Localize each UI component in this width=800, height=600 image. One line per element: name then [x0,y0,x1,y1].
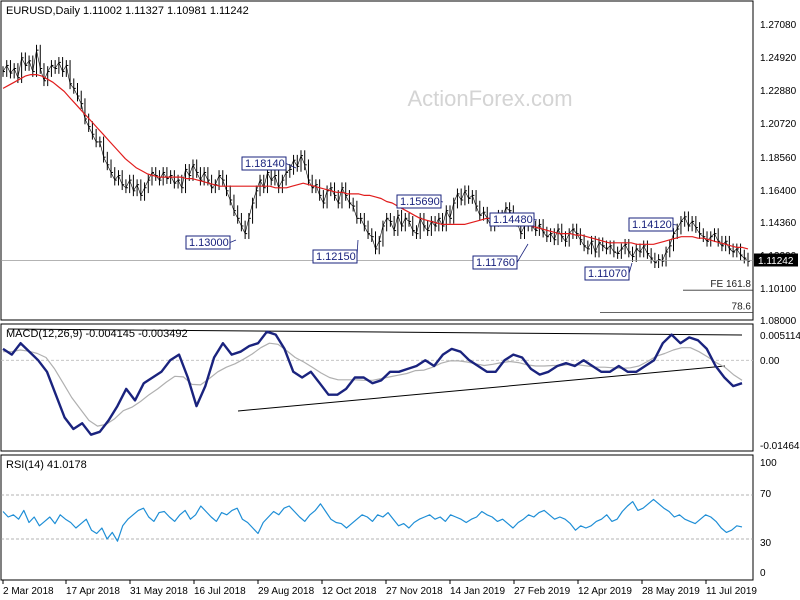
x-tick-label: 14 Jan 2019 [450,586,505,597]
rsi-y-axis: 100 70 30 0 [760,458,777,579]
y-tick-label: 70 [760,489,772,500]
x-tick-label: 27 Feb 2019 [514,586,571,597]
y-tick-label: 1.18560 [760,153,797,164]
y-tick-label: 1.24920 [760,53,797,64]
swing-label-box [584,266,630,281]
x-tick-label: 12 Oct 2018 [322,586,377,597]
macd-chart [1,328,753,436]
swing-label: 1.18140 [245,158,285,170]
x-tick-label: 31 May 2018 [130,586,188,597]
macd-y-axis: 0.005114 0.00 -0.014647 [760,331,800,452]
y-tick-label: 100 [760,458,777,469]
x-tick-label: 16 Jul 2018 [194,586,246,597]
swing-label-box [241,156,287,171]
swing-label: 1.11070 [588,268,627,280]
swing-leader-line [285,163,297,169]
price-panel-title: EURUSD,Daily 1.11002 1.11327 1.10981 1.1… [6,5,249,17]
swing-label: 1.15690 [400,196,440,208]
x-tick-label: 11 Jul 2019 [706,586,757,597]
rsi-line [2,498,743,542]
swing-leader-line [229,239,237,243]
macd-panel-title: MACD(12,26,9) -0.004145 -0.003492 [6,328,188,340]
y-tick-label: 1.10100 [760,284,797,295]
swing-label-box [628,217,674,232]
x-tick-label: 28 May 2019 [642,586,700,597]
swing-label-box [489,212,535,227]
swing-label-box [472,255,518,270]
price-panel-frame [0,0,754,321]
y-tick-label: 1.22880 [760,86,797,97]
watermark: ActionForex.com [407,86,572,111]
y-tick-label: 1.08000 [760,316,797,327]
macd-line [2,330,743,436]
macd-support-trendline [237,365,726,412]
x-axis: 2 Mar 2018 17 Apr 2018 31 May 2018 16 Jul 2… [2,580,757,597]
y-tick-label: 1.14360 [760,218,797,229]
x-tick-label: 2 Mar 2018 [3,586,54,597]
fib-level-label: 78.6 [732,301,752,312]
rsi-panel-frame [0,454,754,581]
swing-label-box [396,194,442,209]
y-tick-label: 30 [760,538,772,549]
swing-leader-line [516,243,529,263]
current-price-tag [754,253,798,267]
y-tick-label: 1.27080 [760,20,797,31]
y-tick-label: 0 [760,568,766,579]
swing-leader-line [672,224,678,226]
swing-label-box [185,235,231,250]
fib-level-label: FE 161.8 [710,279,751,290]
current-price-label: 1.11242 [758,256,794,267]
macd-signal-line [3,342,743,427]
x-tick-label: 17 Apr 2018 [66,586,120,597]
x-tick-label: 12 Apr 2019 [578,586,632,597]
y-tick-label: 0.005114 [760,331,800,342]
y-tick-label: 1.16400 [760,186,797,197]
rsi-chart [1,494,753,542]
swing-label: 1.14480 [493,214,533,226]
y-tick-label: -0.014647 [760,441,800,452]
macd-panel-frame [0,323,754,452]
price-chart: 1.11242 FE 161.8 78.6 1.18140 1.13000 1.15690… [1,44,798,313]
macd-resistance-trendline [7,328,743,336]
y-tick-label: 1.20720 [760,119,797,130]
swing-label: 1.13000 [189,237,229,249]
x-tick-label: 27 Nov 2018 [386,586,443,597]
sma-line [2,74,749,250]
price-close-line [2,49,749,263]
swing-label: 1.14120 [632,219,672,231]
swing-label-box [312,249,358,264]
x-tick-label: 29 Aug 2018 [258,586,315,597]
rsi-panel-title: RSI(14) 41.0178 [6,459,87,471]
swing-label: 1.11760 [476,257,515,269]
swing-label: 1.12150 [316,251,356,263]
y-tick-label: 0.00 [760,356,780,367]
